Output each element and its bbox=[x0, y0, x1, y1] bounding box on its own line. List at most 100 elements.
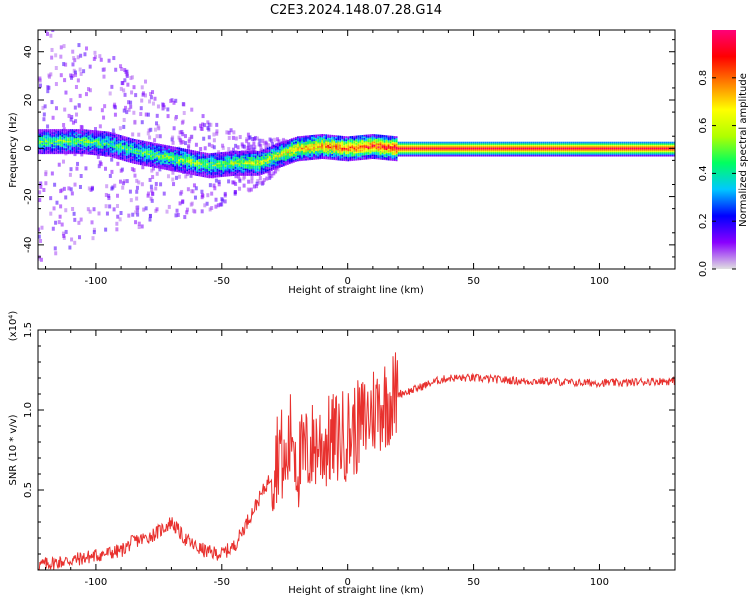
spectrogram-cell bbox=[574, 147, 577, 150]
spectrogram-cell bbox=[593, 144, 595, 147]
spectrogram-cell bbox=[139, 157, 142, 160]
spectrogram-cell bbox=[210, 160, 213, 163]
spectrogram-cell bbox=[196, 155, 199, 158]
spectrogram-cell bbox=[494, 141, 497, 144]
spectrogram-cell bbox=[200, 174, 203, 177]
spectrogram-cell bbox=[450, 143, 452, 145]
spectrogram-cell bbox=[115, 151, 118, 154]
spectrogram-cell bbox=[111, 138, 114, 141]
spectrogram-cell bbox=[158, 134, 162, 139]
spectrogram-cell bbox=[190, 158, 193, 161]
spectrogram-cell bbox=[131, 161, 134, 164]
spectrogram-cell bbox=[496, 150, 499, 153]
spectrogram-cell bbox=[107, 131, 110, 134]
spectrogram-cell bbox=[377, 154, 380, 157]
spectrogram-cell bbox=[79, 140, 82, 143]
spectrogram-cell bbox=[508, 144, 511, 147]
spectrogram-cell bbox=[59, 142, 62, 144]
spectrogram-cell bbox=[379, 147, 382, 150]
spectrogram-cell bbox=[97, 149, 100, 152]
spectrogram-cell bbox=[257, 142, 261, 147]
spectrogram-cell bbox=[284, 162, 287, 165]
spectrogram-cell bbox=[220, 152, 223, 154]
spectrogram-cell bbox=[111, 144, 114, 147]
spectrogram-cell bbox=[351, 159, 354, 161]
spectrogram-cell bbox=[516, 144, 519, 147]
spectrogram-cell bbox=[335, 158, 338, 161]
spectrogram-cell bbox=[256, 169, 259, 172]
spectrogram-cell bbox=[83, 143, 86, 146]
spectrogram-cell bbox=[99, 148, 102, 150]
spectrogram-cell bbox=[560, 150, 563, 153]
spectrogram-cell bbox=[349, 136, 352, 138]
spectrogram-cell bbox=[264, 162, 267, 165]
spectrogram-cell bbox=[440, 147, 442, 150]
spectrogram-cell bbox=[69, 134, 72, 137]
spectrogram-cell bbox=[236, 165, 239, 168]
spectrogram-cell bbox=[50, 171, 54, 176]
spectrogram-cell bbox=[367, 135, 370, 138]
spectrogram-cell bbox=[359, 135, 362, 137]
spectrogram-cell bbox=[67, 134, 70, 137]
spectrogram-cell bbox=[329, 157, 332, 160]
spectrogram-cell bbox=[363, 155, 366, 157]
spectrogram-cell bbox=[244, 155, 247, 158]
spectrogram-cell bbox=[218, 158, 221, 160]
spectrogram-cell bbox=[89, 135, 92, 138]
spectrogram-cell bbox=[383, 156, 386, 159]
spectrogram-cell bbox=[399, 143, 402, 145]
spectrogram-cell bbox=[325, 138, 328, 141]
spectrogram-cell bbox=[125, 179, 129, 184]
spectrogram-cell bbox=[184, 152, 187, 155]
spectrogram-cell bbox=[391, 150, 394, 153]
spectrogram-cell bbox=[337, 139, 340, 142]
spectrogram-cell bbox=[268, 165, 271, 168]
spectrogram-cell bbox=[88, 209, 92, 214]
spectrogram-cell bbox=[381, 140, 384, 143]
spectrogram-cell bbox=[214, 159, 217, 162]
spectrogram-cell bbox=[214, 164, 217, 167]
spectrogram-cell bbox=[109, 155, 112, 158]
spectrogram-cell bbox=[89, 141, 92, 144]
spectrogram-cell bbox=[236, 153, 239, 156]
spectrogram-cell bbox=[218, 171, 221, 173]
spectrogram-cell bbox=[339, 138, 342, 141]
spectrogram-cell bbox=[377, 138, 380, 141]
spectrogram-cell bbox=[167, 204, 171, 209]
spectrogram-cell bbox=[176, 157, 178, 160]
spectrogram-cell bbox=[488, 150, 491, 153]
spectrogram-cell bbox=[305, 154, 307, 157]
spectrogram-cell bbox=[562, 141, 565, 144]
spectrogram-cell bbox=[140, 182, 144, 187]
spectrogram-cell bbox=[192, 161, 195, 164]
spectrogram-cell bbox=[530, 154, 533, 157]
spectrogram-cell bbox=[95, 133, 98, 136]
spectrogram-cell bbox=[51, 133, 54, 136]
spectrogram-cell bbox=[244, 159, 247, 162]
spectrogram-cell bbox=[357, 135, 360, 138]
spectrogram-cell bbox=[572, 143, 575, 145]
spectrogram-cell bbox=[256, 159, 259, 162]
spectrogram-cell bbox=[514, 151, 517, 154]
spectrogram-cell bbox=[488, 146, 491, 148]
spectrogram-cell bbox=[593, 154, 595, 157]
spectrogram-cell bbox=[59, 140, 62, 143]
spectrogram-cell bbox=[476, 151, 479, 154]
spectrogram-cell bbox=[365, 149, 368, 151]
spectrogram-cell bbox=[542, 150, 545, 153]
spectrogram-cell bbox=[500, 153, 503, 156]
spectrogram-cell bbox=[355, 135, 358, 138]
spectrogram-cell bbox=[369, 137, 372, 139]
spectrogram-cell bbox=[258, 168, 261, 171]
spectrogram-cell bbox=[200, 193, 204, 198]
spectrogram-cell bbox=[184, 174, 188, 179]
spectrogram-cell bbox=[290, 160, 293, 162]
spectrogram-cell bbox=[297, 147, 299, 150]
spectrogram-cell bbox=[132, 110, 136, 115]
spectrogram-cell bbox=[579, 141, 581, 144]
spectrogram-cell bbox=[341, 144, 344, 147]
spectrogram-cell bbox=[288, 156, 291, 159]
spectrogram-cell bbox=[273, 137, 277, 142]
spectrogram-cell bbox=[212, 155, 215, 158]
spectrogram-cell bbox=[450, 147, 452, 150]
